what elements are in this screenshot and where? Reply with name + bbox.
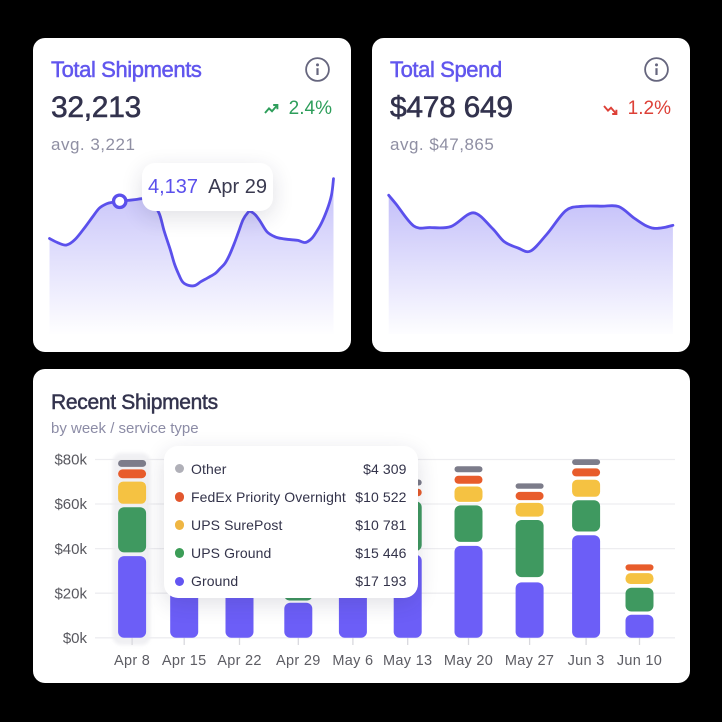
svg-text:Jun 10: Jun 10	[617, 653, 662, 669]
svg-text:May 27: May 27	[505, 653, 554, 669]
svg-text:Jun 3: Jun 3	[568, 653, 605, 669]
svg-text:Apr 8: Apr 8	[114, 653, 150, 669]
svg-text:May 20: May 20	[444, 653, 493, 669]
svg-text:Apr 29: Apr 29	[276, 653, 321, 669]
svg-text:Apr 22: Apr 22	[217, 653, 262, 669]
svg-text:May 13: May 13	[383, 653, 432, 669]
svg-text:$0k: $0k	[63, 630, 88, 647]
svg-text:Apr 15: Apr 15	[162, 653, 207, 669]
svg-text:May 6: May 6	[332, 653, 373, 669]
svg-text:$20k: $20k	[54, 585, 87, 602]
svg-text:$60k: $60k	[54, 496, 87, 513]
svg-text:$80k: $80k	[54, 452, 87, 469]
svg-text:$40k: $40k	[54, 541, 87, 558]
